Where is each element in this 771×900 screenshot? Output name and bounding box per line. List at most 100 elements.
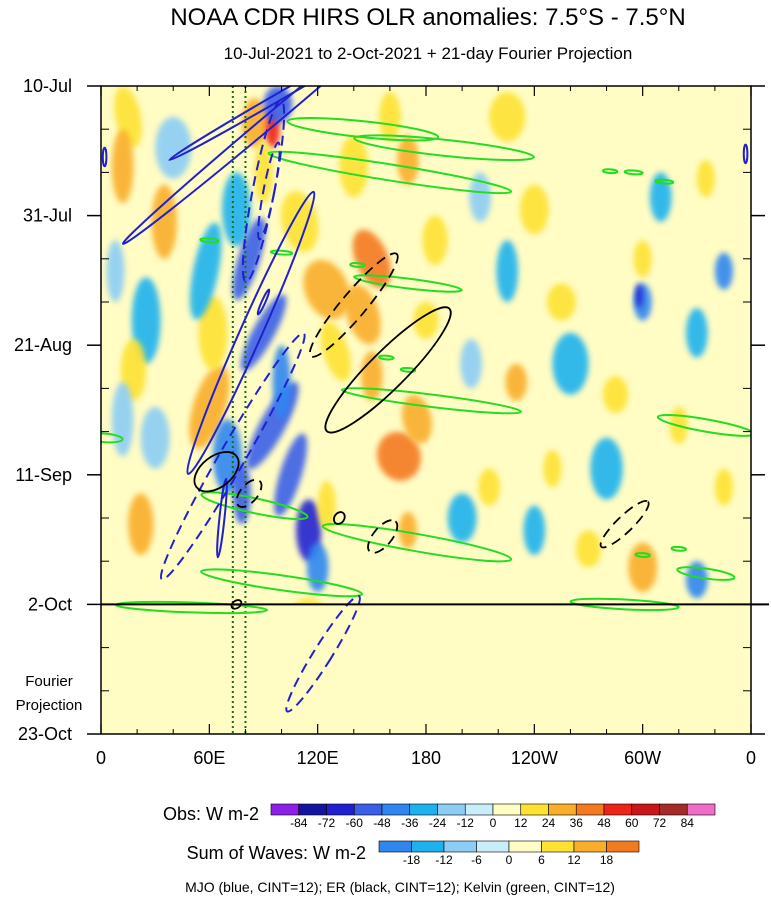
obs-colorbar-swatch-2 <box>326 803 355 816</box>
y-tick-label-0: 10-Jul <box>23 76 72 96</box>
obs-colorbar-label-12: 60 <box>625 816 639 830</box>
mjo-contours <box>101 86 749 713</box>
obs-colorbar: Obs: W m-2 -84 -72 -60 -48 -36 -24 -12 0 12 24 36 4… <box>163 803 716 830</box>
obs-colorbar-swatch-9 <box>520 803 549 816</box>
field-blob-5 <box>111 382 134 457</box>
waves-colorbar-label-4: 6 <box>538 853 545 867</box>
field-blob-27 <box>280 191 319 253</box>
field-blob-24 <box>272 345 291 420</box>
er-contour-5 <box>367 519 399 554</box>
obs-colorbar-swatch-5 <box>409 803 438 816</box>
waves-colorbar-label-5: 12 <box>567 853 581 867</box>
kelvin-contour-16 <box>199 237 220 244</box>
axes: 0 60E 120E 180 120W 60W 0 10-Jul 31-Jul 21-Aug 11-… <box>14 76 765 768</box>
waves-colorbar-label-2: -6 <box>471 853 482 867</box>
kelvin-contour-3 <box>353 274 463 293</box>
obs-colorbar-label-9: 24 <box>542 816 556 830</box>
field-blob-33 <box>376 431 421 481</box>
field-blob-37 <box>397 135 419 185</box>
field-blob-54 <box>714 468 733 506</box>
obs-colorbar-label-2: -60 <box>346 816 364 830</box>
obs-colorbar-swatch-14 <box>659 803 688 816</box>
kelvin-contour-13 <box>623 169 644 176</box>
field-blob-66 <box>460 339 482 389</box>
field-blob-43 <box>519 184 549 235</box>
field-blob-49 <box>628 542 658 593</box>
obs-colorbar-swatch-15 <box>686 803 716 816</box>
field-blob-6 <box>128 493 154 556</box>
kelvin-contour-9 <box>656 414 751 437</box>
field-blob-29 <box>352 229 392 288</box>
x-tick-label-0: 0 <box>96 748 106 768</box>
mjo-contour-0 <box>121 86 427 245</box>
obs-colorbar-title: Obs: W m-2 <box>163 804 259 824</box>
obs-colorbar-label-5: -24 <box>429 816 447 830</box>
obs-colorbar-label-3: -48 <box>373 816 391 830</box>
x-tick-label-3: 180 <box>411 748 441 768</box>
obs-colorbar-label-1: -72 <box>318 816 336 830</box>
field-blob-4 <box>120 339 147 401</box>
kelvin-contour-22 <box>670 545 687 552</box>
field-blob-40 <box>317 480 336 531</box>
kelvin-contour-0 <box>286 116 440 142</box>
projection-label-line1: Fourier <box>25 673 73 690</box>
field-blob-2 <box>106 240 125 302</box>
x-tick-label-2: 120E <box>297 748 339 768</box>
waves-colorbar-swatch-6 <box>573 840 607 853</box>
obs-colorbar-label-8: 12 <box>514 816 528 830</box>
obs-colorbar-swatch-1 <box>298 803 327 816</box>
kelvin-contour-19 <box>378 354 395 361</box>
waves-colorbar-label-3: 0 <box>506 853 513 867</box>
field-blob-18 <box>254 141 273 204</box>
field-blob-8 <box>155 116 192 179</box>
er-contour-3 <box>235 478 263 508</box>
er-contour-4 <box>333 511 346 525</box>
kelvin-contour-6 <box>321 523 513 563</box>
reference-lines <box>231 86 247 734</box>
kelvin-contour-12 <box>101 432 124 444</box>
x-tick-label-4: 120W <box>511 748 558 768</box>
field-blob-56 <box>552 332 589 395</box>
obs-colorbar-label-13: 72 <box>653 816 667 830</box>
mjo-contour-5 <box>256 288 271 316</box>
er-contour-1 <box>324 306 452 434</box>
field-blob-47 <box>543 450 562 488</box>
obs-colorbar-swatch-7 <box>464 803 494 816</box>
field-blob-1 <box>111 129 134 204</box>
field-blob-59 <box>635 283 643 309</box>
er-wave-contours <box>193 252 650 610</box>
field-blob-7 <box>151 184 177 259</box>
field-blob-42 <box>489 92 526 142</box>
kelvin-wave-contours <box>101 116 751 615</box>
kelvin-contour-17 <box>269 249 294 256</box>
waves-colorbar-swatch-3 <box>476 840 510 853</box>
obs-colorbar-swatch-8 <box>492 803 522 816</box>
waves-colorbar-title: Sum of Waves: W m-2 <box>187 843 366 863</box>
field-blob-31 <box>320 321 351 382</box>
obs-colorbar-swatch-12 <box>603 803 633 816</box>
y-tick-label-2: 21-Aug <box>14 335 72 355</box>
er-contour-6 <box>599 499 650 549</box>
field-blob-36 <box>379 92 401 142</box>
waves-colorbar-swatch-0 <box>378 840 412 853</box>
waves-colorbar-label-1: -12 <box>435 853 453 867</box>
field-blob-50 <box>602 376 629 414</box>
kelvin-contour-7 <box>200 568 364 598</box>
mjo-contour-7 <box>216 477 228 559</box>
waves-colorbar-swatch-1 <box>411 840 445 853</box>
field-blob-46 <box>478 468 501 506</box>
field-blob-67 <box>469 172 491 222</box>
obs-colorbar-swatch-11 <box>575 803 605 816</box>
mjo-contour-8 <box>285 595 361 713</box>
x-tick-label-6: 0 <box>746 748 756 768</box>
field-blob-53 <box>696 160 715 198</box>
waves-colorbar: Sum of Waves: W m-2 -18 -12 -6 0 6 12 18 <box>187 840 640 867</box>
obs-colorbar-swatch-13 <box>631 803 660 816</box>
field-blob-41 <box>398 511 417 549</box>
er-contour-7 <box>230 599 243 610</box>
field-blob-57 <box>590 437 623 500</box>
obs-colorbar-swatch-3 <box>353 803 383 816</box>
field-blob-11 <box>198 295 228 370</box>
waves-colorbar-swatch-2 <box>443 840 477 853</box>
field-blob-35 <box>339 135 369 198</box>
